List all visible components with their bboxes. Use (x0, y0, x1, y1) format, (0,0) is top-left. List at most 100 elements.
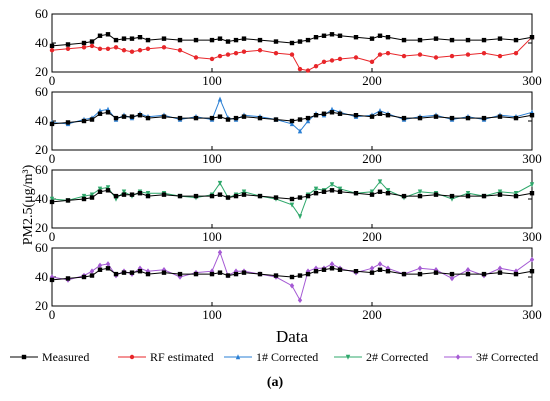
data-point-measured (297, 195, 303, 200)
data-point-measured (217, 114, 223, 119)
data-point-measured (529, 35, 535, 40)
data-point-3-corrected (449, 275, 455, 282)
y-tick-label: 60 (35, 84, 48, 99)
data-point-3-corrected (105, 261, 111, 267)
data-point-rf-estimated (209, 56, 215, 62)
y-tick-label: 40 (35, 113, 48, 128)
data-point-measured (377, 33, 383, 38)
data-point-measured (225, 39, 231, 44)
data-point-measured (241, 36, 247, 41)
data-point-3-corrected (465, 266, 471, 273)
series-measured (49, 32, 535, 49)
data-point-3-corrected (385, 265, 391, 272)
data-point-measured (313, 269, 319, 274)
data-point-measured (385, 191, 391, 196)
data-point-measured (297, 39, 303, 44)
y-tick-label: 60 (35, 240, 48, 255)
data-point-measured (97, 189, 103, 194)
data-point-3-corrected (217, 249, 223, 256)
data-point-measured (209, 115, 215, 121)
data-point-measured (113, 271, 119, 277)
data-point-measured (81, 118, 87, 124)
panel-4: 20 40 60 0 100 200 300 (35, 240, 542, 322)
data-point-2-corrected (337, 186, 343, 192)
data-point-rf-estimated (49, 48, 55, 53)
data-point-rf-estimated (329, 58, 335, 63)
data-point-measured (241, 270, 247, 275)
x-tick-label: 100 (202, 307, 222, 322)
data-point-measured (225, 273, 231, 278)
x-tick-label: 200 (362, 151, 382, 166)
data-point-rf-estimated (337, 56, 343, 62)
data-point-measured (433, 270, 439, 275)
data-point-measured (513, 115, 519, 121)
legend-marker (129, 354, 135, 360)
data-point-2-corrected (81, 193, 87, 199)
data-point-rf-estimated (273, 50, 279, 56)
data-point-measured (529, 113, 535, 118)
legend-item-rf-estimated: RF estimated (118, 350, 214, 364)
data-point-measured (321, 189, 327, 194)
data-point-measured (137, 191, 143, 196)
data-point-measured (369, 270, 375, 275)
data-point-measured (449, 115, 455, 121)
data-point-measured (257, 193, 263, 199)
data-point-rf-estimated (65, 46, 71, 51)
data-point-measured (401, 37, 407, 43)
data-point-measured (321, 111, 327, 116)
data-point-rf-estimated (97, 46, 103, 51)
data-point-measured (105, 266, 111, 271)
data-point-measured (129, 270, 135, 275)
data-point-3-corrected (89, 268, 95, 274)
data-point-measured (449, 271, 455, 277)
data-point-rf-estimated (89, 43, 95, 49)
data-point-2-corrected (369, 189, 375, 195)
data-point-measured (305, 115, 311, 121)
data-point-measured (233, 271, 239, 277)
data-point-measured (177, 37, 183, 43)
data-point-rf-estimated (377, 52, 383, 57)
data-point-rf-estimated (417, 52, 423, 57)
data-point-measured (433, 114, 439, 119)
data-point-measured (337, 33, 343, 38)
data-point-rf-estimated (481, 50, 487, 56)
data-point-measured (329, 110, 335, 115)
data-point-rf-estimated (241, 49, 247, 54)
data-point-measured (513, 193, 519, 199)
data-point-rf-estimated (193, 55, 199, 60)
data-point-measured (297, 273, 303, 278)
data-point-measured (273, 117, 279, 122)
data-point-measured (289, 118, 295, 124)
data-point-rf-estimated (137, 48, 143, 53)
legend-item-2-corrected: 2# Corrected (334, 350, 428, 364)
data-point-3-corrected (97, 262, 103, 269)
data-point-measured (321, 33, 327, 38)
data-point-1-corrected (297, 128, 303, 134)
y-tick-label: 40 (35, 269, 48, 284)
data-point-rf-estimated (145, 46, 151, 51)
data-point-measured (89, 273, 95, 278)
y-tick-label: 40 (35, 35, 48, 50)
y-axis-label: PM2.5(μg/m³) (21, 164, 36, 245)
data-point-measured (113, 37, 119, 43)
data-point-measured (105, 188, 111, 193)
data-point-measured (313, 113, 319, 118)
x-tick-label: 300 (522, 73, 542, 88)
data-point-rf-estimated (289, 52, 295, 57)
legend-label: 1# Corrected (256, 350, 318, 364)
data-point-measured (481, 271, 487, 277)
data-point-measured (305, 271, 311, 277)
legend-item-1-corrected: 1# Corrected (224, 350, 318, 364)
legend-marker (21, 354, 27, 360)
data-point-measured (241, 114, 247, 119)
data-point-2-corrected (377, 179, 383, 185)
data-point-measured (313, 191, 319, 196)
data-point-3-corrected (137, 265, 143, 272)
series-measured (49, 266, 535, 283)
legend-marker (235, 354, 241, 360)
data-point-measured (273, 195, 279, 200)
data-point-measured (497, 192, 503, 197)
data-point-measured (313, 35, 319, 40)
data-point-3-corrected (209, 268, 215, 274)
